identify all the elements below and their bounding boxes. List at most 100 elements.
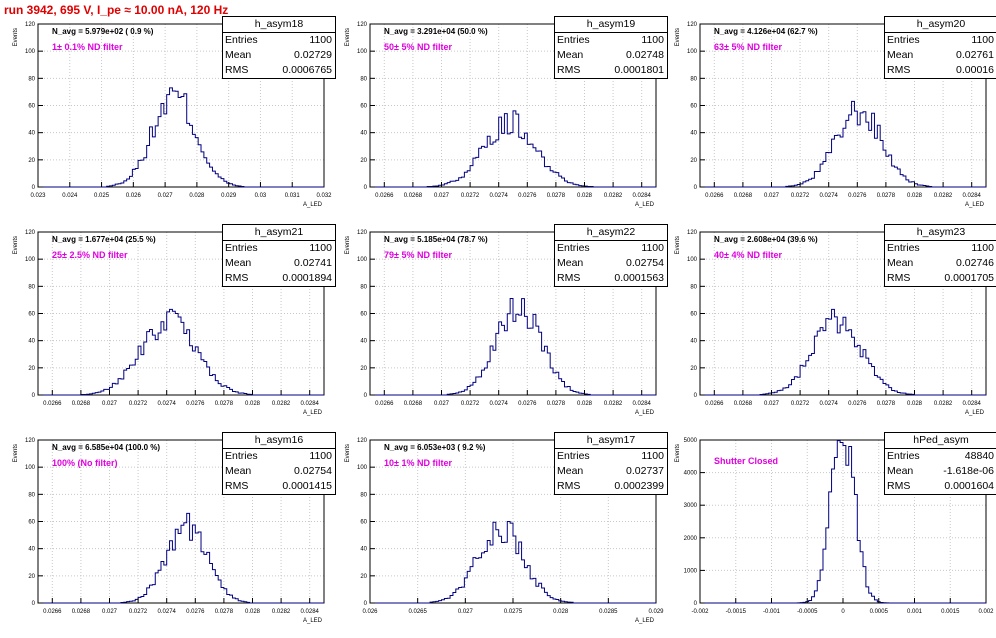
- stats-value: 48840: [964, 450, 994, 462]
- stats-row-entries: Entries 1100: [555, 449, 667, 464]
- navg-label: N_avg = 4.126e+04 (62.7 %): [714, 27, 818, 36]
- y-tick-label: 80: [28, 76, 35, 82]
- x-axis-label: A_LED: [303, 618, 323, 624]
- x-axis-label: A_LED: [635, 202, 655, 208]
- stats-label: RMS: [225, 64, 249, 76]
- y-tick-label: 60: [28, 312, 35, 318]
- x-tick-label: 0.028: [245, 401, 261, 407]
- histogram-plot: 0.023 0.024 0.025 0.026 0.027 0.028 0.029 0.03 0…: [13, 22, 332, 208]
- y-axis-label: Events: [675, 444, 681, 462]
- x-tick-label: 0.0284: [633, 401, 652, 407]
- y-tick-label: 20: [28, 574, 35, 580]
- stats-value: 0.02746: [956, 257, 994, 269]
- stats-value: 0.02761: [956, 49, 994, 61]
- stats-row-entries: Entries 1100: [885, 33, 996, 48]
- filter-label: 50± 5% ND filter: [384, 42, 452, 52]
- x-tick-label: 0.0274: [820, 193, 839, 199]
- stats-label: Entries: [557, 242, 590, 254]
- histogram-name: h_asym23: [885, 225, 996, 241]
- stats-label: Entries: [225, 450, 258, 462]
- x-tick-label: 0.027: [158, 193, 174, 199]
- y-tick-label: 20: [28, 366, 35, 372]
- y-tick-label: 20: [360, 366, 367, 372]
- stats-row-entries: Entries 1100: [223, 33, 335, 48]
- stats-box: h_asym21 Entries 1100 Mean 0.02741 RMS 0.00018…: [222, 224, 336, 287]
- histogram-name: h_asym18: [223, 17, 335, 33]
- stats-label: Mean: [557, 465, 584, 477]
- y-tick-label: 40: [28, 547, 35, 553]
- y-tick-label: 0: [364, 185, 368, 191]
- x-tick-label: 0.0274: [490, 193, 509, 199]
- stats-value: 1100: [971, 34, 994, 46]
- stats-label: RMS: [887, 480, 911, 492]
- stats-row-rms: RMS 0.0001415: [223, 479, 335, 494]
- stats-row-rms: RMS 0.00016: [885, 63, 996, 78]
- y-tick-label: 80: [690, 76, 697, 82]
- histogram-line: [370, 110, 656, 188]
- stats-box: h_asym20 Entries 1100 Mean 0.02761 RMS 0.00016: [884, 16, 996, 79]
- histogram-name: hPed_asym: [885, 433, 996, 449]
- histogram-line: [700, 440, 986, 604]
- x-tick-label: 0.0265: [408, 609, 427, 615]
- y-tick-label: 120: [25, 230, 36, 236]
- stats-label: RMS: [887, 272, 911, 284]
- y-tick-label: 120: [357, 438, 368, 444]
- y-tick-label: 120: [357, 22, 368, 28]
- x-tick-label: 0.0284: [301, 401, 320, 407]
- histogram-name: h_asym21: [223, 225, 335, 241]
- x-tick-label: 0.0275: [504, 609, 523, 615]
- histogram-name: h_asym22: [555, 225, 667, 241]
- stats-box: h_asym19 Entries 1100 Mean 0.02748 RMS 0.00018…: [554, 16, 668, 79]
- x-tick-label: 0.023: [30, 193, 46, 199]
- histogram-plot: 0.0266 0.0268 0.027 0.0272 0.0274 0.0276 0.027…: [345, 22, 657, 208]
- x-tick-label: 0.0268: [404, 401, 423, 407]
- y-tick-label: 60: [360, 520, 367, 526]
- y-tick-label: 20: [360, 158, 367, 164]
- x-tick-label: 0.0272: [461, 401, 480, 407]
- x-tick-label: 0.027: [764, 193, 780, 199]
- y-tick-label: 80: [690, 284, 697, 290]
- x-tick-label: 0.0274: [158, 609, 177, 615]
- y-axis-label: Events: [345, 28, 351, 46]
- x-tick-label: 0.027: [764, 401, 780, 407]
- y-tick-label: 20: [28, 158, 35, 164]
- stats-row-entries: Entries 1100: [223, 241, 335, 256]
- x-axis-label: A_LED: [965, 202, 985, 208]
- stats-value: 0.00016: [956, 64, 994, 76]
- x-tick-label: 0.0278: [215, 401, 234, 407]
- x-tick-label: 0.0005: [870, 609, 889, 615]
- y-tick-label: 60: [690, 312, 697, 318]
- y-tick-label: 0: [694, 185, 698, 191]
- filter-label: 63± 5% ND filter: [714, 42, 782, 52]
- y-tick-label: 100: [687, 49, 698, 55]
- y-tick-label: 3000: [684, 503, 698, 509]
- y-tick-label: 40: [28, 131, 35, 137]
- stats-row-mean: Mean 0.02748: [555, 48, 667, 63]
- stats-row-mean: Mean 0.02761: [885, 48, 996, 63]
- histogram-plot: 0.026 0.0265 0.027 0.0275 0.028 0.0285 0.029 0 2…: [345, 438, 664, 624]
- y-tick-label: 100: [25, 49, 36, 55]
- x-tick-label: -0.0015: [726, 609, 747, 615]
- stats-value: 0.0001604: [944, 480, 994, 492]
- y-tick-label: 0: [32, 601, 36, 607]
- y-tick-label: 40: [690, 131, 697, 137]
- x-tick-label: 0.0278: [547, 401, 566, 407]
- stats-box: h_asym23 Entries 1100 Mean 0.02746 RMS 0.00017…: [884, 224, 996, 287]
- y-tick-label: 100: [25, 257, 36, 263]
- y-tick-label: 1000: [684, 568, 698, 574]
- stats-value: 0.0001563: [614, 272, 664, 284]
- x-tick-label: 0.0284: [963, 401, 982, 407]
- stats-label: RMS: [557, 480, 581, 492]
- stats-row-rms: RMS 0.0001563: [555, 271, 667, 286]
- x-tick-label: 0.0272: [129, 609, 148, 615]
- x-tick-label: 0.028: [907, 401, 923, 407]
- y-tick-label: 40: [28, 339, 35, 345]
- stats-value: 0.0001415: [282, 480, 332, 492]
- stats-box: h_asym22 Entries 1100 Mean 0.02754 RMS 0.00015…: [554, 224, 668, 287]
- stats-row-entries: Entries 48840: [885, 449, 996, 464]
- navg-label: N_avg = 5.185e+04 (78.7 %): [384, 235, 488, 244]
- x-tick-label: 0.029: [221, 193, 237, 199]
- y-tick-label: 0: [694, 393, 698, 399]
- y-tick-label: 0: [364, 601, 368, 607]
- y-tick-label: 100: [357, 465, 368, 471]
